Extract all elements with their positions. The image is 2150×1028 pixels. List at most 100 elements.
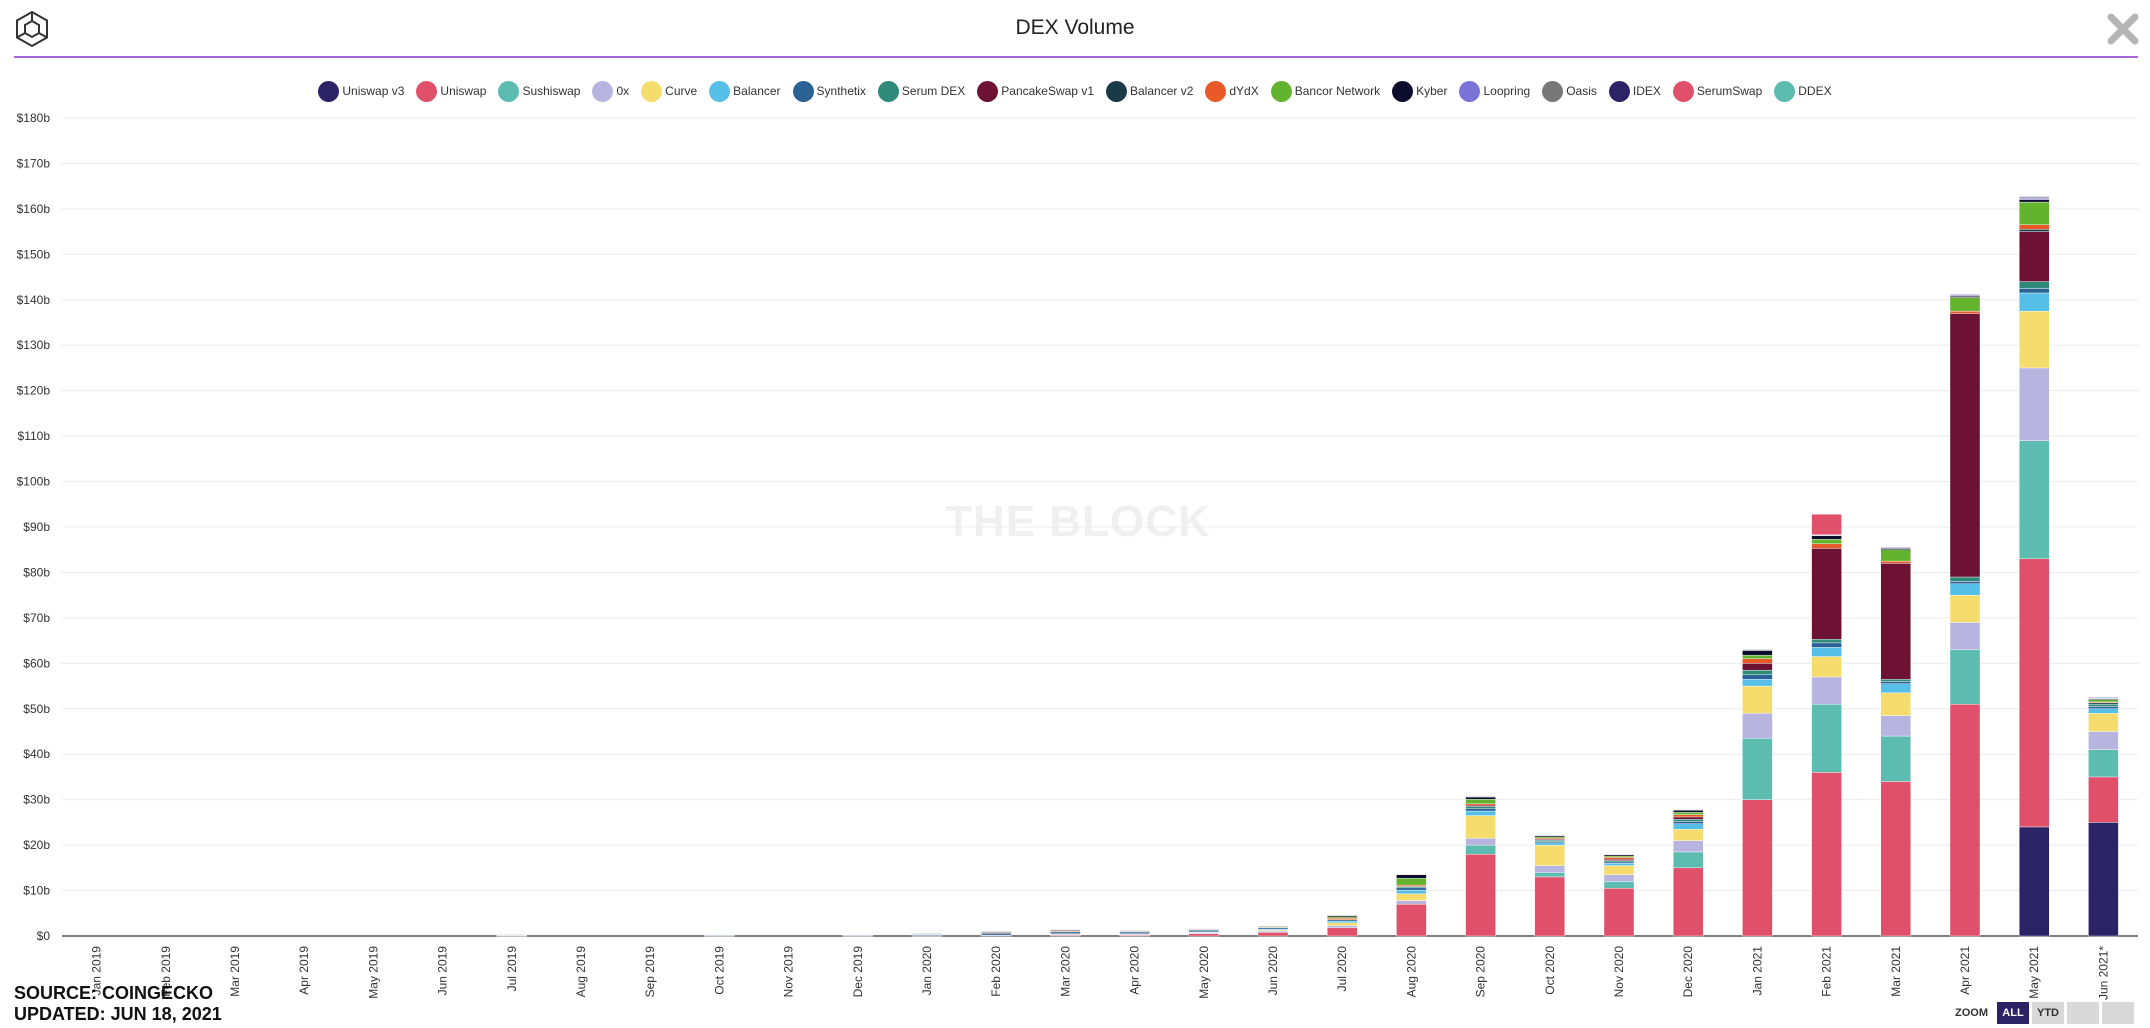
bar-segment [1396,886,1427,889]
close-icon[interactable] [2106,12,2140,46]
chart-source: SOURCE: COINGECKO UPDATED: JUN 18, 2021 [14,983,222,1025]
x-tick-label: Feb 2019 [159,946,173,997]
bar-segment [2088,731,2119,750]
x-tick-label: May 2020 [1197,946,1211,999]
legend-item[interactable]: Uniswap [416,80,486,102]
x-tick-label: Dec 2020 [1681,946,1695,998]
legend-item[interactable]: Sushiswap [498,80,581,102]
y-tick-label: $60b [23,656,50,670]
legend-item[interactable]: SerumSwap [1672,80,1762,102]
zoom-controls: ZOOM ALL YTD [1955,1002,2134,1024]
bar-segment [1672,851,1704,869]
y-tick-label: $160b [17,202,51,216]
bar-segment [1949,583,1981,596]
bar-segment [2018,367,2050,441]
bar-segment [1742,674,1773,680]
bar-segment [1880,560,1912,564]
bar-segment [1811,704,1842,773]
bar-segment [1742,649,1773,651]
bar-segment [1465,810,1496,816]
bar-segment [1672,829,1704,841]
bar-segment [1880,547,1912,549]
bar-segment [1672,867,1704,937]
bar-segment [2018,310,2050,369]
bar-segment [1465,806,1496,809]
bar-segment [1534,865,1566,873]
legend-swatch [1270,80,1292,102]
x-tick-label: Aug 2019 [574,946,588,998]
x-tick-label: Jun 2021* [2096,946,2110,1000]
bar-segment [2018,224,2050,230]
the-block-logo-icon[interactable] [14,10,50,48]
bar-segment [1465,804,1496,807]
bar-segment [1534,836,1566,839]
x-tick-label: Jul 2019 [505,946,519,992]
zoom-ytd-button[interactable]: YTD [2032,1002,2064,1024]
legend-item[interactable]: dYdX [1205,80,1259,102]
legend-swatch [416,80,438,102]
bar-segment [1811,548,1842,640]
bar-segment [1811,514,1842,535]
legend-item[interactable]: Kyber [1392,80,1447,102]
bar-segment [1534,841,1566,844]
bar-segment [1326,914,1358,916]
bar-segment [1465,808,1496,812]
bar-segment [2088,702,2119,705]
y-tick-label: $80b [23,565,50,579]
zoom-button-3[interactable] [2067,1002,2099,1024]
bar-segment [1811,535,1842,540]
bar-segment [1949,594,1981,623]
x-tick-label: Dec 2019 [851,946,865,998]
legend-item[interactable]: Loopring [1459,80,1531,102]
bar-segment [1949,313,1981,578]
bar-segment [496,934,527,936]
legend-item[interactable]: Oasis [1542,80,1597,102]
zoom-button-4[interactable] [2102,1002,2134,1024]
bar-segment [1949,622,1981,650]
legend-item[interactable]: Curve [641,80,697,102]
bar-segment [2018,281,2050,289]
bar-segment [1603,865,1635,875]
legend-item[interactable]: Bancor Network [1270,80,1380,102]
legend-item[interactable]: Balancer [709,80,781,102]
y-tick-label: $0 [37,929,51,943]
bar-segment [1603,861,1635,864]
y-tick-label: $20b [23,838,50,852]
bar-segment [1603,860,1635,863]
zoom-all-button[interactable]: ALL [1997,1002,2029,1024]
bar-segment [1326,922,1358,926]
bar-segment [2018,288,2050,294]
bar-segment [1119,930,1150,932]
x-tick-label: Mar 2019 [228,946,242,997]
bar-segment [1742,658,1773,664]
legend-item[interactable]: 0x [592,80,629,102]
legend-item[interactable]: DDEX [1774,80,1832,102]
legend-item[interactable]: Balancer v2 [1106,80,1193,102]
legend-swatch [792,80,814,102]
legend-item[interactable]: Serum DEX [877,80,965,102]
legend-swatch [1205,80,1227,102]
bar-segment [2088,713,2119,732]
zoom-label: ZOOM [1955,1007,1988,1019]
bar-segment [1811,676,1842,705]
legend-item[interactable]: Uniswap v3 [318,80,404,102]
bar-segment [1880,715,1912,737]
legend-item[interactable]: PancakeSwap v1 [977,80,1094,102]
page-title: DEX Volume [1015,16,1135,39]
legend-item[interactable]: Synthetix [792,80,866,102]
bar-segment [2018,196,2050,198]
legend-label: DDEX [1798,84,1832,98]
bar-segment [1465,796,1496,798]
bar-segment [1811,656,1842,678]
bar-segment [1326,927,1358,937]
bar-segment [1534,876,1566,937]
bar-segment [1672,840,1704,853]
bar-segment [2088,697,2119,699]
updated-text: UPDATED: JUN 18, 2021 [14,1004,222,1024]
bar-segment [1534,844,1566,866]
bar-segment [1326,920,1358,924]
legend-label: Loopring [1483,84,1531,98]
legend-item[interactable]: IDEX [1608,80,1661,102]
legend-label: Sushiswap [522,84,581,98]
bar-segment [1050,931,1081,934]
